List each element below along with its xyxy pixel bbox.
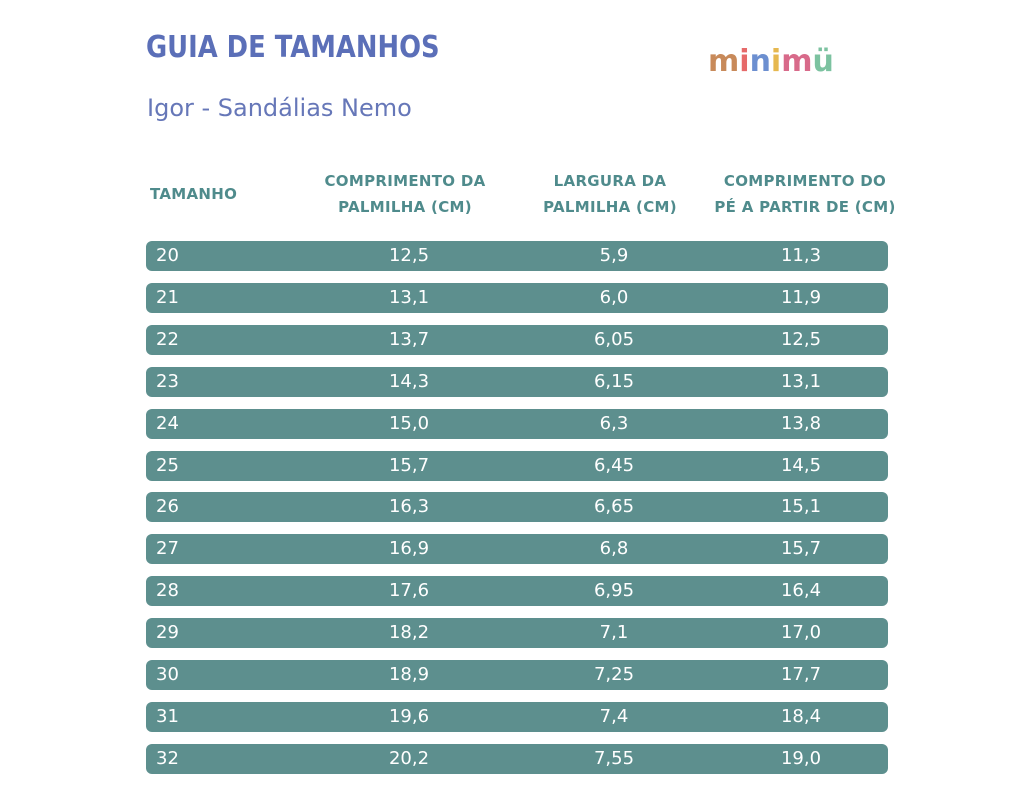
table-row: 29 18,2 7,1 17,0 — [146, 618, 888, 648]
foot-length-cell: 12,5 — [780, 329, 822, 350]
foot-length-cell: 16,4 — [780, 580, 822, 601]
page-title: GUIA DE TAMANHOS — [146, 30, 440, 65]
column-header-line: PALMILHA (CM) — [338, 198, 472, 216]
insole-width-cell: 7,1 — [599, 622, 629, 643]
foot-length-cell: 17,0 — [780, 622, 822, 643]
insole-length-cell: 17,6 — [388, 580, 430, 601]
table-row: 25 15,7 6,45 14,5 — [146, 451, 888, 481]
page-subtitle: Igor - Sandálias Nemo — [147, 94, 412, 122]
foot-length-cell: 13,1 — [780, 371, 822, 392]
table-row: 31 19,6 7,4 18,4 — [146, 702, 888, 732]
size-cell: 23 — [156, 371, 179, 392]
foot-length-cell: 14,5 — [780, 455, 822, 476]
size-cell: 22 — [156, 329, 179, 350]
insole-length-cell: 16,3 — [388, 496, 430, 517]
column-header: COMPRIMENTO DO PÉ A PARTIR DE (CM) — [700, 168, 910, 220]
insole-width-cell: 6,8 — [599, 538, 629, 559]
logo-letter: m — [708, 44, 740, 79]
size-cell: 32 — [156, 748, 179, 769]
table-row: 20 12,5 5,9 11,3 — [146, 241, 888, 271]
foot-length-cell: 15,7 — [780, 538, 822, 559]
insole-width-cell: 6,45 — [593, 455, 635, 476]
insole-width-cell: 6,15 — [593, 371, 635, 392]
column-header-line: COMPRIMENTO DO — [723, 172, 887, 190]
table-row: 21 13,1 6,0 11,9 — [146, 283, 888, 313]
table-row: 23 14,3 6,15 13,1 — [146, 367, 888, 397]
insole-length-cell: 14,3 — [388, 371, 430, 392]
column-header-line: LARGURA DA — [553, 172, 667, 190]
column-header: LARGURA DA PALMILHA (CM) — [512, 168, 708, 220]
table-row: 26 16,3 6,65 15,1 — [146, 492, 888, 522]
insole-length-cell: 12,5 — [388, 245, 430, 266]
size-cell: 30 — [156, 664, 179, 685]
insole-width-cell: 6,95 — [593, 580, 635, 601]
logo-letter: i — [770, 44, 782, 79]
insole-length-cell: 13,7 — [388, 329, 430, 350]
foot-length-cell: 17,7 — [780, 664, 822, 685]
insole-width-cell: 6,3 — [599, 413, 629, 434]
size-cell: 24 — [156, 413, 179, 434]
foot-length-cell: 13,8 — [780, 413, 822, 434]
insole-width-cell: 5,9 — [599, 245, 629, 266]
table-row: 28 17,6 6,95 16,4 — [146, 576, 888, 606]
size-cell: 28 — [156, 580, 179, 601]
insole-width-cell: 6,0 — [599, 287, 629, 308]
size-cell: 27 — [156, 538, 179, 559]
column-header: COMPRIMENTO DA PALMILHA (CM) — [305, 168, 505, 220]
size-cell: 26 — [156, 496, 179, 517]
logo-letter: i — [739, 44, 750, 79]
insole-width-cell: 7,4 — [599, 706, 629, 727]
table-row: 22 13,7 6,05 12,5 — [146, 325, 888, 355]
table-row: 30 18,9 7,25 17,7 — [146, 660, 888, 690]
table-row: 24 15,0 6,3 13,8 — [146, 409, 888, 439]
insole-length-cell: 16,9 — [388, 538, 430, 559]
insole-length-cell: 15,7 — [388, 455, 430, 476]
insole-length-cell: 18,2 — [388, 622, 430, 643]
size-cell: 29 — [156, 622, 179, 643]
size-cell: 20 — [156, 245, 179, 266]
insole-width-cell: 7,55 — [593, 748, 635, 769]
foot-length-cell: 11,3 — [780, 245, 822, 266]
insole-width-cell: 6,65 — [593, 496, 635, 517]
insole-width-cell: 7,25 — [593, 664, 635, 685]
insole-length-cell: 18,9 — [388, 664, 430, 685]
column-header-line: PÉ A PARTIR DE (CM) — [714, 198, 896, 216]
foot-length-cell: 15,1 — [780, 496, 822, 517]
insole-length-cell: 13,1 — [388, 287, 430, 308]
foot-length-cell: 11,9 — [780, 287, 822, 308]
column-header-line: TAMANHO — [150, 185, 238, 203]
logo-letter: ü — [812, 44, 834, 79]
foot-length-cell: 18,4 — [780, 706, 822, 727]
insole-length-cell: 20,2 — [388, 748, 430, 769]
column-header: TAMANHO — [150, 181, 245, 207]
logo-letter: n — [749, 44, 771, 79]
logo-letter: m — [781, 44, 813, 79]
size-cell: 21 — [156, 287, 179, 308]
insole-length-cell: 15,0 — [388, 413, 430, 434]
column-header-line: PALMILHA (CM) — [543, 198, 677, 216]
column-header-line: COMPRIMENTO DA — [324, 172, 486, 190]
insole-width-cell: 6,05 — [593, 329, 635, 350]
foot-length-cell: 19,0 — [780, 748, 822, 769]
size-cell: 25 — [156, 455, 179, 476]
table-row: 27 16,9 6,8 15,7 — [146, 534, 888, 564]
table-row: 32 20,2 7,55 19,0 — [146, 744, 888, 774]
insole-length-cell: 19,6 — [388, 706, 430, 727]
size-cell: 31 — [156, 706, 179, 727]
